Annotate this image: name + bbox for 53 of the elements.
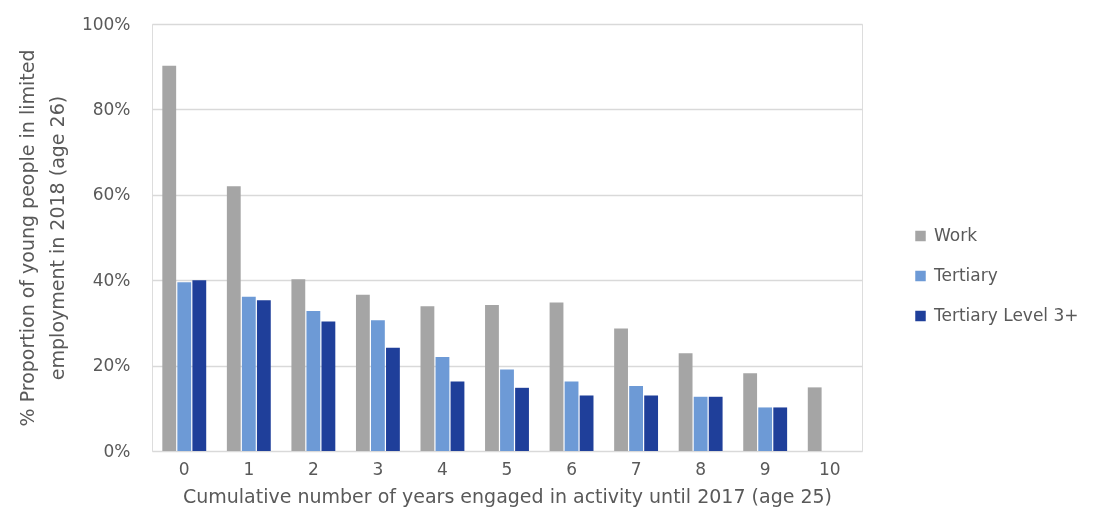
- x-tick-label: 5: [501, 458, 513, 479]
- bar: [256, 300, 271, 451]
- bar: [708, 396, 723, 451]
- x-tick-label: 0: [178, 458, 190, 479]
- bar: [435, 357, 450, 451]
- bar: [614, 328, 628, 451]
- bar: [192, 280, 207, 451]
- bar: [241, 296, 256, 451]
- x-tick-label: 2: [307, 458, 319, 479]
- bar: [420, 306, 435, 451]
- x-tick-label: 8: [695, 458, 707, 479]
- bar: [450, 381, 465, 451]
- legend-label: Tertiary Level 3+: [933, 305, 1079, 325]
- bar: [629, 386, 644, 451]
- x-tick-label: 7: [630, 458, 642, 479]
- bar: [743, 373, 758, 451]
- y-axis-title: % Proportion of young people in limited employment in 2018 (age 26): [15, 49, 68, 427]
- y-tick-label: 20%: [92, 355, 131, 376]
- bar: [306, 310, 321, 451]
- legend-label: Work: [934, 225, 978, 245]
- bar: [500, 369, 514, 451]
- bar: [355, 294, 370, 451]
- bar: [485, 304, 499, 451]
- x-axis-title: Cumulative number of years engaged in activity until 2017 (age 25): [182, 484, 833, 507]
- x-tick-label: 1: [243, 458, 255, 479]
- bar: [678, 353, 693, 451]
- bar: [321, 321, 336, 451]
- legend-label: Tertiary: [933, 265, 998, 285]
- bar: [564, 381, 579, 451]
- bar: [807, 387, 822, 451]
- x-tick-label: 4: [437, 458, 448, 479]
- y-tick-label: 60%: [92, 184, 131, 205]
- bar: [177, 282, 192, 451]
- x-tick-label: 6: [566, 458, 577, 479]
- x-tick-label: 10: [818, 458, 841, 479]
- bar: [644, 395, 659, 451]
- bar: [370, 320, 385, 451]
- y-tick-label: 40%: [92, 269, 131, 290]
- bar: [758, 407, 773, 451]
- bar: [515, 387, 529, 451]
- y-tick-label: 0%: [103, 440, 131, 461]
- bar: [162, 65, 177, 451]
- bar: [773, 407, 788, 451]
- x-tick-label: 3: [372, 458, 384, 479]
- bar: [386, 347, 400, 451]
- bar: [693, 396, 708, 451]
- bar: [226, 186, 241, 451]
- bar: [291, 279, 306, 451]
- bar: [579, 395, 594, 451]
- y-tick-label: 80%: [92, 98, 131, 119]
- y-tick-label: 100%: [81, 13, 131, 34]
- bar: [549, 302, 564, 451]
- x-tick-label: 9: [759, 458, 771, 479]
